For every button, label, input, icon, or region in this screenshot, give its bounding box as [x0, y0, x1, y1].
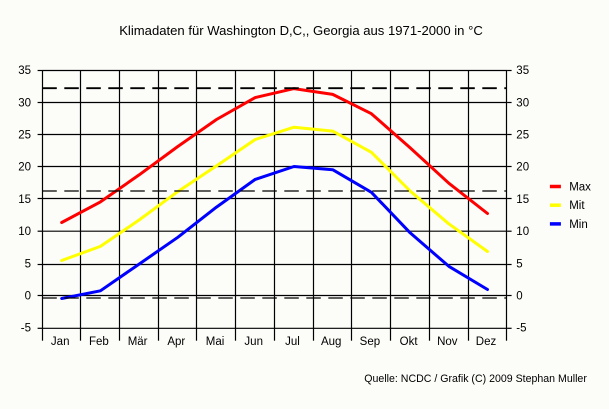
svg-text:Dez: Dez — [476, 336, 497, 348]
svg-text:0: 0 — [25, 291, 31, 303]
svg-text:Apr: Apr — [167, 336, 185, 348]
svg-text:Jan: Jan — [51, 336, 70, 348]
svg-text:Nov: Nov — [437, 336, 458, 348]
svg-text:Mai: Mai — [206, 336, 225, 348]
svg-text:15: 15 — [516, 194, 529, 206]
svg-text:35: 35 — [18, 65, 31, 77]
svg-text:Sep: Sep — [360, 336, 380, 348]
svg-text:0: 0 — [516, 291, 522, 303]
svg-text:Jul: Jul — [285, 336, 300, 348]
svg-text:10: 10 — [516, 226, 529, 238]
svg-text:-5: -5 — [516, 323, 526, 335]
svg-text:5: 5 — [516, 258, 522, 270]
svg-text:Min: Min — [569, 219, 588, 231]
svg-text:25: 25 — [516, 130, 529, 142]
svg-text:Quelle: NCDC / Grafik (C) 2009: Quelle: NCDC / Grafik (C) 2009 Stephan M… — [364, 373, 587, 385]
svg-text:Feb: Feb — [89, 336, 109, 348]
svg-text:30: 30 — [18, 97, 31, 109]
svg-text:25: 25 — [18, 130, 31, 142]
svg-text:Aug: Aug — [321, 336, 341, 348]
svg-text:35: 35 — [516, 65, 529, 77]
svg-text:-5: -5 — [21, 323, 31, 335]
svg-text:20: 20 — [18, 162, 31, 174]
svg-text:Mit: Mit — [569, 200, 585, 212]
svg-text:20: 20 — [516, 162, 529, 174]
svg-text:Max: Max — [569, 182, 591, 194]
svg-text:30: 30 — [516, 97, 529, 109]
svg-text:10: 10 — [18, 226, 31, 238]
svg-text:Mär: Mär — [128, 336, 148, 348]
svg-text:5: 5 — [25, 258, 31, 270]
svg-text:Klimadaten für Washington D,C,: Klimadaten für Washington D,C,, Georgia … — [119, 23, 483, 38]
svg-text:Jun: Jun — [244, 336, 263, 348]
svg-text:15: 15 — [18, 194, 31, 206]
svg-text:Okt: Okt — [400, 336, 419, 348]
